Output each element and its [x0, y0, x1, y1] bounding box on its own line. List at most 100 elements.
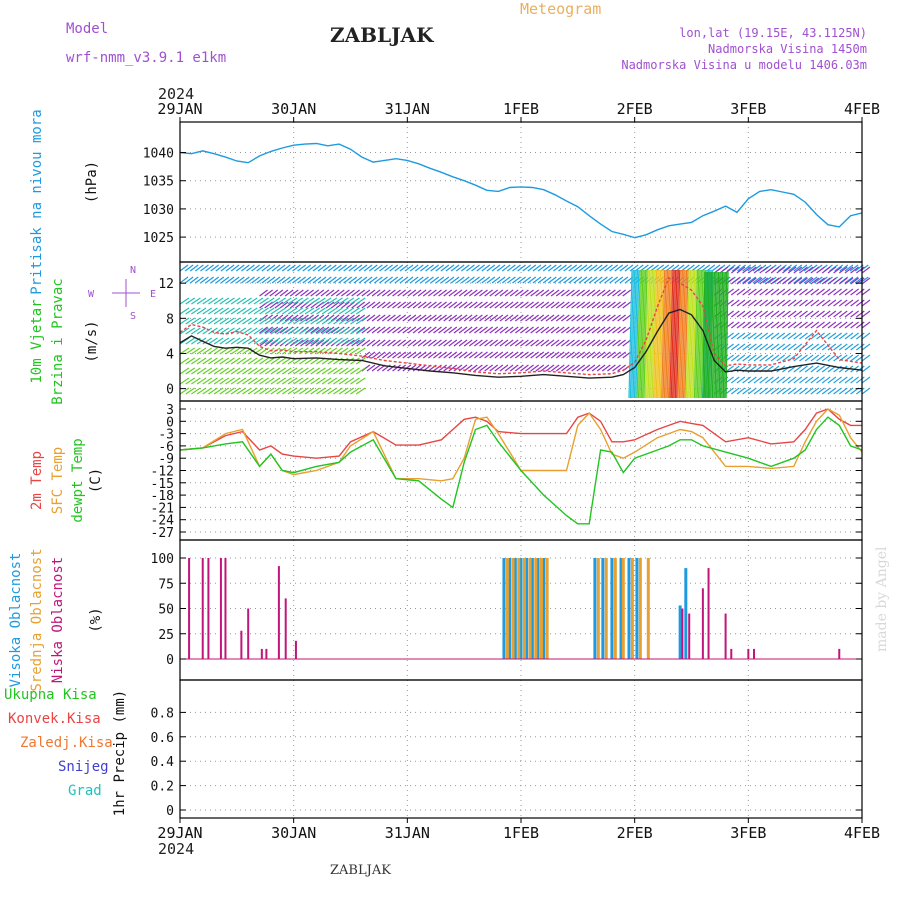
x-tick-label-bottom: 31JAN — [385, 824, 430, 842]
wind-barb — [713, 271, 717, 399]
wind-barb — [474, 339, 483, 347]
wind-barb — [310, 307, 321, 315]
wind-barb — [458, 339, 468, 347]
wind-barb — [730, 299, 740, 307]
wind-barb — [612, 314, 621, 322]
wind-barb — [213, 367, 224, 375]
wind-barb — [479, 351, 488, 359]
wind-barb — [353, 264, 363, 272]
wind-barb — [438, 351, 447, 359]
wind-barb — [325, 289, 335, 297]
wind-barb — [736, 299, 746, 307]
wind-barb — [428, 351, 437, 359]
wind-barb — [293, 317, 303, 325]
wind-barb — [547, 276, 557, 284]
wind-barb — [514, 326, 524, 334]
wind-barb — [230, 264, 240, 272]
wind-barb — [414, 264, 424, 272]
wind-barb — [474, 364, 483, 372]
wind-barb — [420, 264, 429, 272]
wind-barb — [844, 376, 854, 384]
wind-barb — [535, 364, 545, 372]
wind-barb — [394, 264, 404, 272]
wind-barb — [599, 276, 608, 284]
wind-barb — [305, 289, 314, 297]
wind-barb — [765, 266, 774, 274]
wind-barb — [628, 269, 633, 399]
wind-barb — [468, 301, 478, 309]
wind-barb — [813, 276, 823, 284]
wind-barb — [617, 301, 626, 309]
wind-barb — [270, 297, 281, 305]
wind-barb — [810, 266, 820, 274]
wind-barb — [660, 264, 670, 272]
wind-barb — [693, 269, 699, 399]
wind-barb — [596, 326, 606, 334]
wind-barb — [455, 276, 465, 284]
wind-barb — [499, 339, 509, 347]
wind-barb — [453, 314, 463, 322]
wind-barb — [293, 337, 303, 345]
wind-barb — [810, 376, 820, 384]
wind-barb — [838, 277, 848, 285]
wind-barb — [555, 351, 565, 359]
wind-barb — [422, 326, 432, 334]
wind-barb — [374, 276, 383, 284]
wind-barb — [821, 343, 831, 351]
wind-barb — [484, 326, 493, 334]
wind-barb — [644, 269, 649, 399]
wind-barb — [316, 387, 326, 395]
wind-barb — [344, 337, 355, 345]
wind-barb — [770, 266, 780, 274]
wind-barb — [776, 299, 786, 307]
bar-cloud_low — [260, 648, 263, 659]
wind-barb — [824, 276, 833, 284]
wind-barb — [202, 377, 213, 385]
wind-barb — [776, 277, 786, 285]
wind-barb — [614, 264, 624, 272]
wind-barb — [246, 264, 255, 272]
wind-barb — [834, 264, 844, 272]
wind-barb — [555, 326, 565, 334]
wind-barb — [607, 364, 616, 372]
compass-east-label: E — [150, 289, 156, 300]
wind-barb — [704, 271, 709, 399]
y-tick-label: 1025 — [143, 231, 174, 246]
wind-barb — [247, 297, 258, 305]
bar-cloud_mid — [545, 558, 549, 659]
wind-barb — [264, 297, 275, 305]
wind-barb — [782, 343, 791, 351]
wind-barb — [300, 289, 309, 297]
wind-barb — [793, 321, 803, 329]
wind-barb — [191, 317, 201, 325]
ylabel-temp: dewpt Temp — [70, 438, 86, 522]
wind-barb — [759, 321, 769, 329]
wind-barb — [253, 387, 264, 395]
wind-barb — [458, 301, 468, 309]
wind-barb — [344, 387, 355, 395]
wind-barb — [537, 264, 547, 272]
wind-barb — [491, 264, 501, 272]
y-tick-label: 4 — [166, 347, 174, 362]
wind-barb — [732, 264, 741, 272]
wind-barb — [759, 299, 769, 307]
wind-barb — [253, 367, 264, 375]
wind-barb — [350, 387, 360, 395]
wind-barb — [259, 357, 269, 365]
wind-barb — [650, 269, 655, 399]
wind-barb — [730, 376, 740, 384]
wind-barb — [560, 314, 570, 322]
wind-barb — [489, 301, 499, 309]
wind-barb — [555, 314, 565, 322]
wind-barb — [609, 264, 619, 272]
wind-barb — [788, 264, 798, 272]
wind-barb — [558, 264, 567, 272]
wind-barb — [271, 276, 281, 284]
wind-barb — [667, 269, 673, 399]
wind-barb — [504, 326, 514, 334]
wind-barb — [586, 314, 596, 322]
wind-barb — [381, 326, 391, 334]
wind-barb — [855, 332, 865, 340]
wind-barb — [412, 301, 422, 309]
wind-barb — [276, 347, 286, 355]
